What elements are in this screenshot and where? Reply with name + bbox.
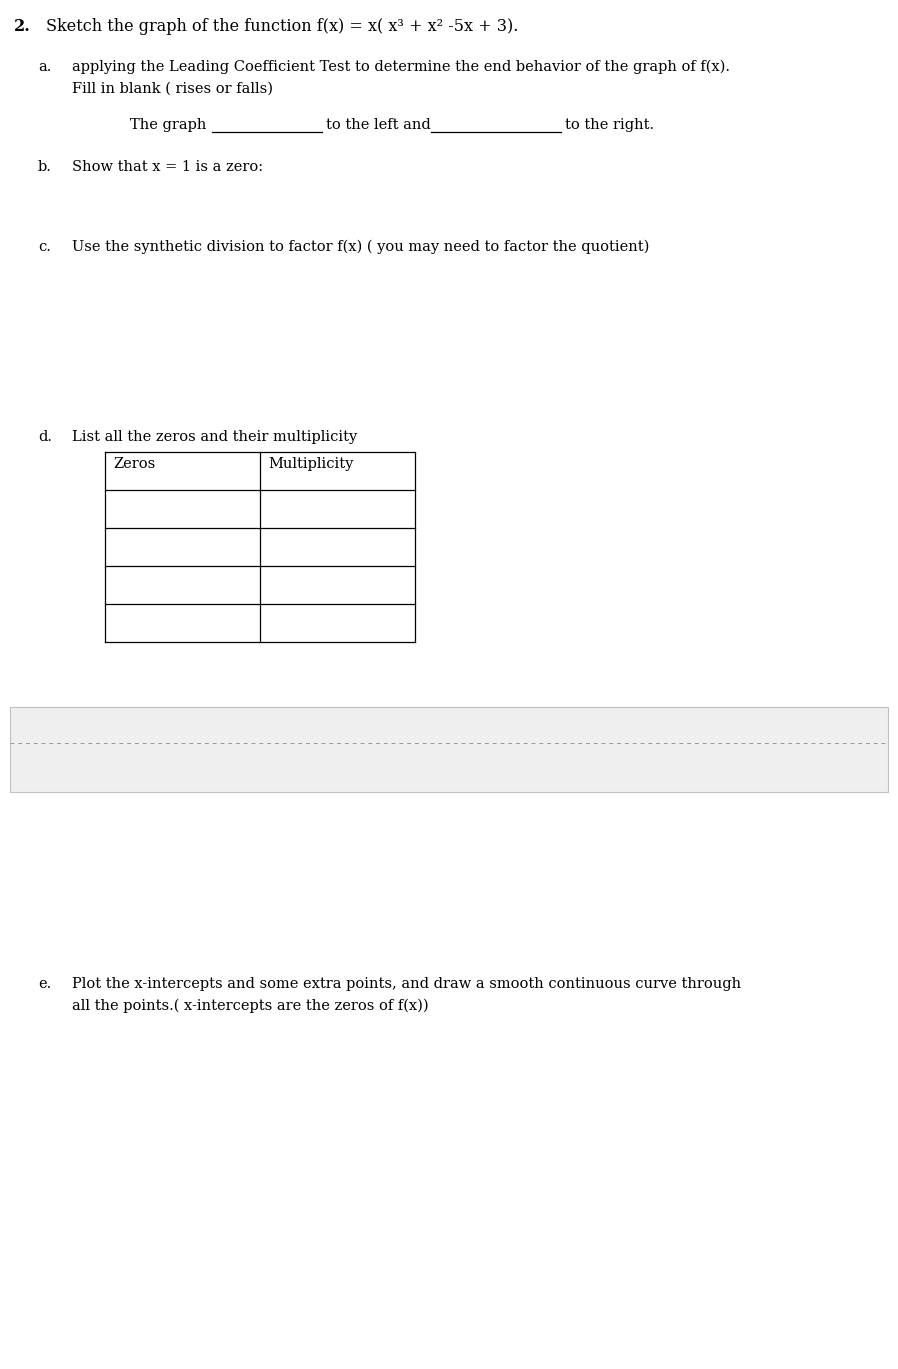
Text: a.: a.	[38, 60, 51, 74]
Text: c.: c.	[38, 240, 51, 255]
Text: Zeros: Zeros	[113, 457, 155, 471]
Text: to the left and: to the left and	[326, 118, 431, 131]
Text: b.: b.	[38, 160, 52, 174]
Text: all the points.( x-intercepts are the zeros of f(x)): all the points.( x-intercepts are the ze…	[72, 999, 428, 1013]
Bar	[10, 706, 888, 793]
Text: e.: e.	[38, 977, 51, 991]
Text: applying the Leading Coefficient Test to determine the end behavior of the graph: applying the Leading Coefficient Test to…	[72, 60, 730, 74]
Text: The graph: The graph	[130, 118, 207, 131]
Text: Plot the x-intercepts and some extra points, and draw a smooth continuous curve : Plot the x-intercepts and some extra poi…	[72, 977, 741, 991]
Text: Sketch the graph of the function f(x) = x( x³ + x² -5x + 3).: Sketch the graph of the function f(x) = …	[46, 18, 518, 36]
Text: Show that x = 1 is a zero:: Show that x = 1 is a zero:	[72, 160, 263, 174]
Text: List all the zeros and their multiplicity: List all the zeros and their multiplicit…	[72, 430, 357, 444]
Text: Multiplicity: Multiplicity	[268, 457, 354, 471]
Text: Fill in blank ( rises or falls): Fill in blank ( rises or falls)	[72, 82, 273, 96]
Text: to the right.: to the right.	[565, 118, 654, 131]
Text: d.: d.	[38, 430, 52, 444]
Text: Use the synthetic division to factor f(x) ( you may need to factor the quotient): Use the synthetic division to factor f(x…	[72, 240, 649, 255]
Text: 2.: 2.	[14, 18, 31, 36]
